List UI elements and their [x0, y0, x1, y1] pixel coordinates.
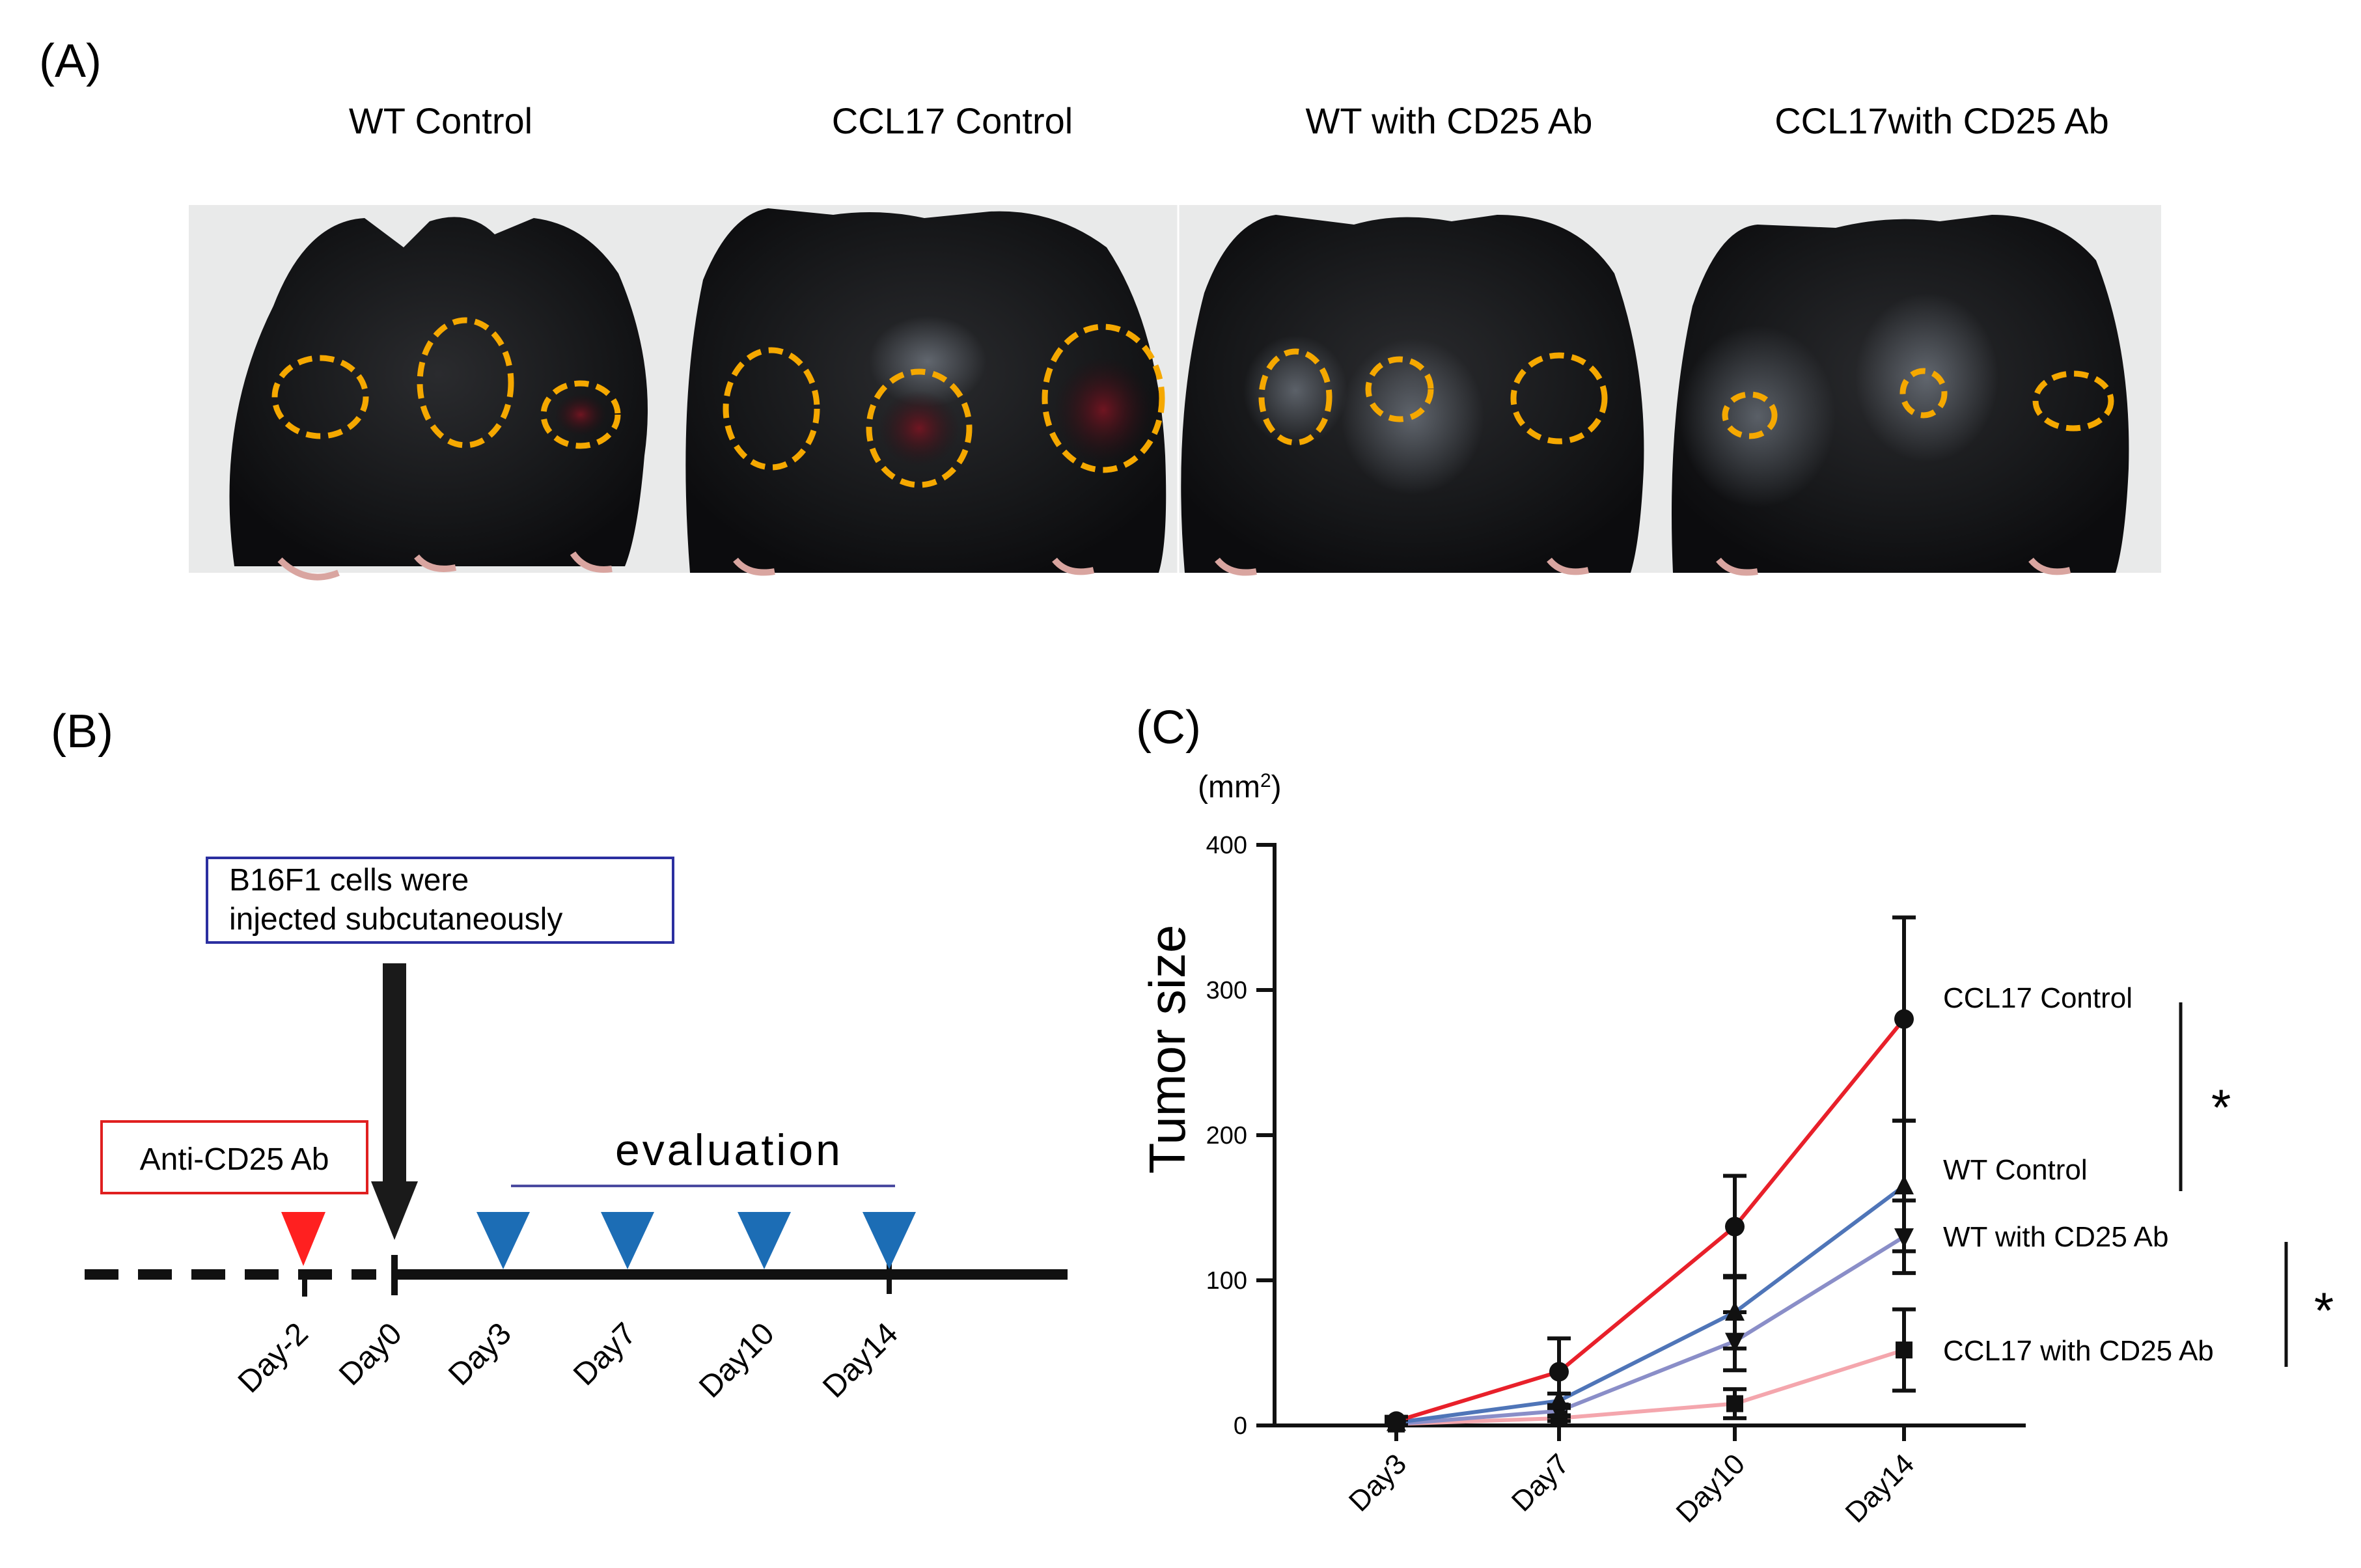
- series-label: CCL17 with CD25 Ab: [1943, 1335, 2214, 1367]
- significance-star-upper: *: [2211, 1079, 2231, 1136]
- panel-a-label: (A): [39, 35, 102, 87]
- group-title-ccl17-cd25: CCL17with CD25 Ab: [1774, 100, 2109, 141]
- injection-arrow-head: [371, 1181, 418, 1240]
- series-ccl17-control: [1385, 915, 1916, 1431]
- day-label-day7: Day7: [567, 1316, 643, 1392]
- tumor-circle: [723, 347, 820, 471]
- series-label: WT with CD25 Ab: [1943, 1221, 2168, 1253]
- mouse-paw: [2028, 557, 2071, 575]
- group-title-wt-control: WT Control: [349, 100, 532, 141]
- evaluation-marker-day10: [738, 1212, 791, 1269]
- day-label-day0: Day0: [333, 1316, 409, 1392]
- data-point: [1726, 1395, 1743, 1412]
- tumor-circle: [866, 368, 973, 488]
- group-title-wt-cd25: WT with CD25 Ab: [1306, 100, 1593, 141]
- data-point: [1725, 1217, 1745, 1237]
- x-ticks: Day3 Day7 Day10 Day14: [1343, 1425, 1920, 1529]
- photo-ccl17-cd25: [1672, 215, 2129, 576]
- series-line: [1396, 1348, 1905, 1426]
- unit-prefix: (mm: [1198, 770, 1260, 805]
- series-wt-control: [1385, 1118, 1916, 1431]
- evaluation-marker-day3: [476, 1212, 530, 1269]
- series-line: [1396, 1017, 1906, 1424]
- data-point: [1725, 1301, 1745, 1321]
- tumor-spot: [555, 394, 607, 435]
- y-tick-label: 400: [1206, 832, 1247, 859]
- day-label-day14: Day14: [816, 1316, 905, 1405]
- tumor-circle: [1365, 356, 1434, 422]
- tumor-spot: [879, 391, 960, 466]
- tumor-spot: [1055, 357, 1152, 463]
- fur-sheen: [1855, 293, 1998, 462]
- data-point: [1896, 1341, 1912, 1359]
- significance-star-lower: *: [2314, 1282, 2334, 1339]
- series-line: [1396, 1184, 1905, 1425]
- tumor-circle: [1042, 323, 1165, 473]
- evaluation-marker-day14: [863, 1212, 916, 1269]
- y-ticks: 0 100 200 300 400: [1206, 832, 1275, 1440]
- mouse-paw: [1547, 557, 1590, 575]
- data-point: [1894, 1175, 1914, 1195]
- tumor-size-chart: 0 100 200 300 400 Day3 Day7 Day10 Day14 CCL17 C…: [1206, 832, 2214, 1529]
- unit-suffix: ): [1271, 770, 1282, 805]
- x-tick-label: Day3: [1343, 1448, 1413, 1517]
- photo-ccl17-control: [685, 208, 1167, 576]
- x-tick-label: Day14: [1839, 1448, 1920, 1529]
- unit-label: (mm2): [1198, 770, 1282, 805]
- mouse-paw: [570, 551, 613, 573]
- tumor-circle: [1722, 391, 1778, 439]
- y-tick-label: 100: [1206, 1267, 1247, 1295]
- fur-sheen: [1679, 325, 1836, 508]
- antibody-marker: [281, 1212, 325, 1266]
- photo-wt-control: [229, 217, 648, 581]
- mouse-paw: [733, 557, 775, 576]
- tumor-circle: [1510, 352, 1608, 445]
- antibody-box: [100, 1120, 368, 1194]
- unit-superscript: 2: [1260, 770, 1271, 791]
- mouse-paw: [1052, 557, 1095, 575]
- antibody-box-label: Anti-CD25 Ab: [140, 1142, 329, 1177]
- injection-box-line2: injected subcutaneously: [229, 902, 562, 937]
- injection-box: [206, 857, 674, 944]
- data-point: [1387, 1411, 1406, 1431]
- tumor-circle: [417, 317, 514, 448]
- y-tick-label: 0: [1234, 1412, 1247, 1440]
- mouse-body: [229, 217, 648, 566]
- fur-sheen: [869, 316, 986, 407]
- tumor-circle: [2032, 370, 2114, 432]
- mouse-paw: [1215, 557, 1257, 576]
- injection-box-line1: B16F1 cells were: [229, 863, 469, 898]
- tumor-circle: [271, 355, 369, 439]
- mouse-paw: [1716, 557, 1758, 576]
- tumor-circle: [1899, 368, 1948, 419]
- day-label-day3: Day3: [442, 1316, 518, 1392]
- series-labels: CCL17 Control WT Control WT with CD25 Ab CC…: [1943, 982, 2214, 1367]
- tumor-circle: [1258, 348, 1332, 446]
- tumor-circle: [540, 380, 621, 449]
- y-tick-label: 300: [1206, 977, 1247, 1004]
- group-title-ccl17-control: CCL17 Control: [832, 100, 1073, 141]
- data-point: [1549, 1362, 1569, 1382]
- y-axis-title: Tumor size: [1139, 925, 1196, 1174]
- x-tick-label: Day7: [1506, 1448, 1575, 1517]
- injection-arrow-shaft: [383, 963, 406, 1185]
- series-label: WT Control: [1943, 1154, 2088, 1186]
- day-label-day10: Day10: [693, 1316, 781, 1405]
- evaluation-marker-day7: [601, 1212, 654, 1269]
- photo-wt-cd25: [1181, 215, 1644, 576]
- y-tick-label: 200: [1206, 1122, 1247, 1149]
- evaluation-label: evaluation: [615, 1125, 843, 1175]
- data-point: [1894, 1009, 1914, 1029]
- series-label: CCL17 Control: [1943, 982, 2133, 1014]
- panel-b-label: (B): [51, 706, 113, 758]
- mouse-tail: [277, 557, 340, 581]
- day-label-day-2: Day-2: [232, 1316, 315, 1399]
- panel-c-label: (C): [1136, 702, 1201, 754]
- mouse-photo-strip: [189, 205, 2161, 581]
- x-tick-label: Day10: [1670, 1448, 1751, 1529]
- series-layer: [1385, 915, 1916, 1435]
- series-line: [1396, 1235, 1905, 1426]
- mouse-paw: [414, 554, 456, 572]
